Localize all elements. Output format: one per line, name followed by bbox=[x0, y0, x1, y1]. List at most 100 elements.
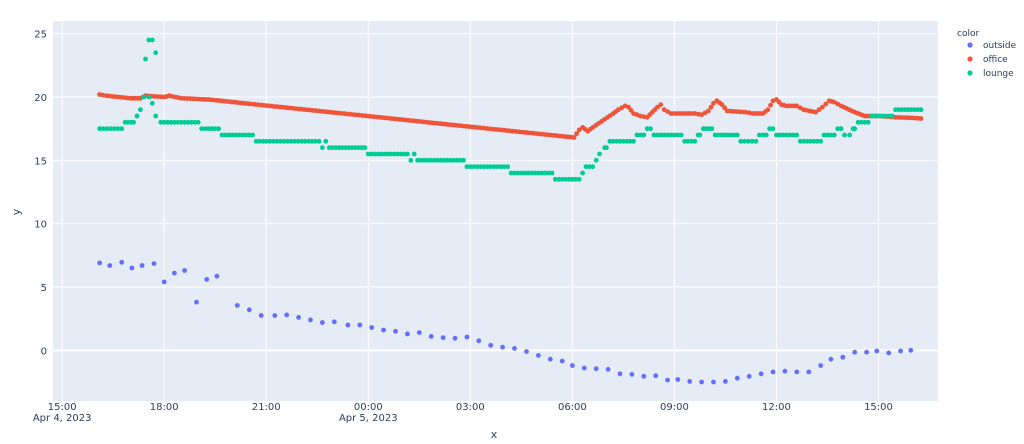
lounge-point[interactable] bbox=[253, 138, 259, 144]
lounge-point[interactable] bbox=[243, 132, 249, 138]
outside-point[interactable] bbox=[617, 371, 623, 377]
lounge-point[interactable] bbox=[566, 176, 572, 182]
lounge-point[interactable] bbox=[382, 151, 387, 157]
lounge-point[interactable] bbox=[518, 170, 524, 176]
outside-point[interactable] bbox=[593, 366, 599, 372]
lounge-point[interactable] bbox=[343, 145, 348, 151]
lounge-point[interactable] bbox=[501, 164, 507, 170]
lounge-point[interactable] bbox=[202, 126, 208, 132]
lounge-point[interactable] bbox=[539, 170, 545, 176]
lounge-point[interactable] bbox=[421, 157, 427, 163]
outside-point[interactable] bbox=[272, 313, 278, 318]
outside-point[interactable] bbox=[393, 328, 398, 334]
outside-point[interactable] bbox=[172, 270, 177, 276]
lounge-point[interactable] bbox=[777, 132, 783, 138]
outside-point[interactable] bbox=[818, 363, 824, 368]
office-point[interactable] bbox=[628, 107, 634, 113]
lounge-point[interactable] bbox=[734, 132, 740, 138]
outside-point[interactable] bbox=[204, 277, 210, 282]
office-point[interactable] bbox=[820, 104, 825, 110]
lounge-point[interactable] bbox=[525, 170, 531, 176]
lounge-point[interactable] bbox=[172, 119, 177, 125]
outside-point[interactable] bbox=[258, 313, 264, 318]
lounge-point[interactable] bbox=[634, 132, 640, 138]
office-point[interactable] bbox=[794, 103, 800, 109]
outside-point[interactable] bbox=[246, 307, 252, 313]
lounge-point[interactable] bbox=[749, 138, 755, 144]
outside-point[interactable] bbox=[536, 353, 541, 358]
lounge-point[interactable] bbox=[675, 132, 681, 138]
lounge-point[interactable] bbox=[240, 132, 245, 138]
outside-point[interactable] bbox=[908, 347, 914, 353]
lounge-point[interactable] bbox=[556, 176, 562, 182]
lounge-point[interactable] bbox=[787, 132, 793, 138]
lounge-point[interactable] bbox=[295, 138, 301, 144]
lounge-point[interactable] bbox=[522, 170, 528, 176]
lounge-point[interactable] bbox=[461, 157, 466, 163]
lounge-point[interactable] bbox=[542, 170, 548, 176]
lounge-point[interactable] bbox=[685, 138, 691, 144]
outside-point[interactable] bbox=[770, 369, 776, 375]
legend-item-lounge[interactable]: lounge bbox=[967, 69, 1014, 79]
lounge-point[interactable] bbox=[709, 126, 715, 132]
lounge-point[interactable] bbox=[323, 138, 329, 144]
lounge-point[interactable] bbox=[862, 119, 868, 125]
lounge-point[interactable] bbox=[264, 138, 269, 144]
lounge-point[interactable] bbox=[212, 126, 218, 132]
outside-point[interactable] bbox=[898, 348, 903, 354]
outside-point[interactable] bbox=[758, 371, 764, 377]
lounge-point[interactable] bbox=[831, 132, 837, 138]
lounge-point[interactable] bbox=[546, 170, 551, 176]
lounge-point[interactable] bbox=[580, 170, 585, 176]
lounge-point[interactable] bbox=[330, 145, 335, 151]
lounge-point[interactable] bbox=[869, 113, 875, 119]
lounge-point[interactable] bbox=[359, 145, 364, 151]
lounge-point[interactable] bbox=[411, 151, 417, 157]
lounge-point[interactable] bbox=[271, 138, 276, 144]
legend-item-outside[interactable]: outside bbox=[967, 41, 1017, 51]
lounge-point[interactable] bbox=[478, 164, 483, 170]
lounge-point[interactable] bbox=[760, 132, 766, 138]
lounge-point[interactable] bbox=[593, 157, 599, 163]
lounge-point[interactable] bbox=[306, 138, 311, 144]
lounge-point[interactable] bbox=[260, 138, 266, 144]
lounge-point[interactable] bbox=[192, 119, 198, 125]
lounge-point[interactable] bbox=[491, 164, 497, 170]
outside-point[interactable] bbox=[559, 358, 565, 364]
lounge-point[interactable] bbox=[529, 170, 534, 176]
lounge-point[interactable] bbox=[587, 164, 592, 170]
outside-point[interactable] bbox=[405, 331, 410, 337]
office-point[interactable] bbox=[574, 131, 579, 137]
lounge-point[interactable] bbox=[770, 126, 776, 132]
lounge-point[interactable] bbox=[165, 119, 171, 125]
lounge-point[interactable] bbox=[434, 157, 440, 163]
lounge-point[interactable] bbox=[134, 113, 140, 119]
lounge-point[interactable] bbox=[882, 113, 888, 119]
lounge-point[interactable] bbox=[161, 119, 167, 125]
outside-point[interactable] bbox=[794, 369, 800, 375]
lounge-point[interactable] bbox=[274, 138, 280, 144]
lounge-point[interactable] bbox=[814, 138, 820, 144]
lounge-point[interactable] bbox=[138, 107, 143, 113]
lounge-point[interactable] bbox=[553, 176, 558, 182]
lounge-point[interactable] bbox=[879, 113, 885, 119]
lounge-point[interactable] bbox=[821, 132, 827, 138]
lounge-point[interactable] bbox=[763, 132, 769, 138]
outside-point[interactable] bbox=[629, 372, 635, 377]
lounge-point[interactable] bbox=[658, 132, 664, 138]
lounge-point[interactable] bbox=[143, 56, 148, 62]
outside-point[interactable] bbox=[699, 379, 704, 385]
lounge-point[interactable] bbox=[257, 138, 262, 144]
lounge-point[interactable] bbox=[441, 157, 447, 163]
lounge-point[interactable] bbox=[865, 119, 871, 125]
outside-point[interactable] bbox=[547, 356, 553, 362]
lounge-point[interactable] bbox=[250, 132, 256, 138]
lounge-point[interactable] bbox=[668, 132, 674, 138]
lounge-point[interactable] bbox=[573, 176, 579, 182]
lounge-point[interactable] bbox=[388, 151, 394, 157]
outside-point[interactable] bbox=[284, 312, 290, 318]
lounge-point[interactable] bbox=[498, 164, 504, 170]
lounge-point[interactable] bbox=[825, 132, 830, 138]
lounge-point[interactable] bbox=[889, 113, 895, 119]
outside-point[interactable] bbox=[723, 379, 728, 384]
